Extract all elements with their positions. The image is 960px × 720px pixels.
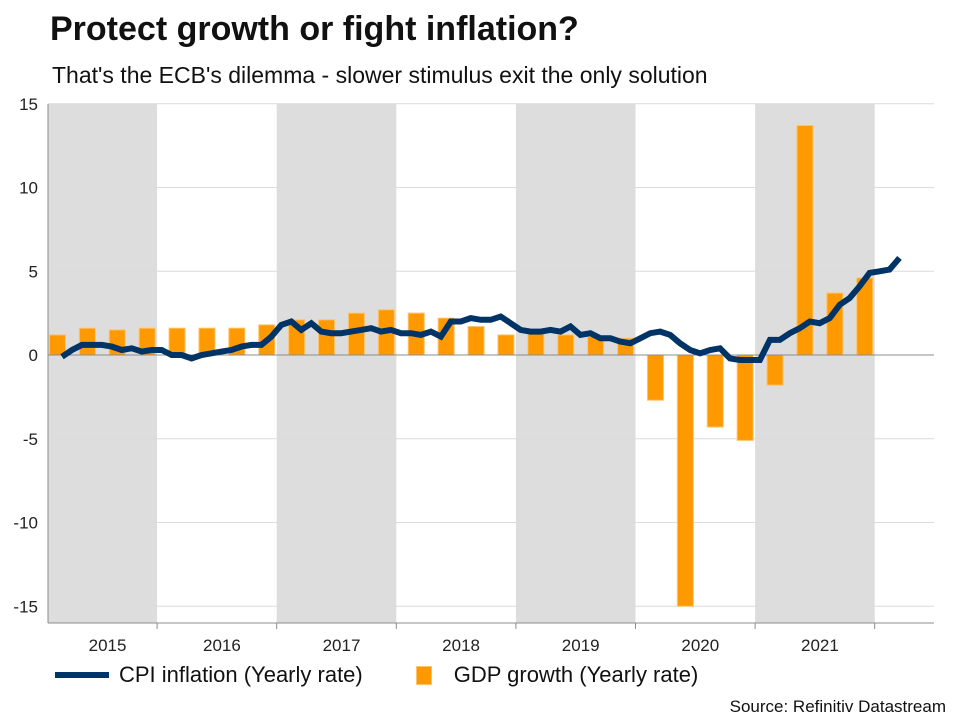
gdp-bar [736, 354, 754, 441]
gdp-bar [78, 327, 96, 356]
year-band-2017 [276, 104, 397, 623]
gdp-legend-swatch [415, 665, 432, 685]
cpi-line-group [60, 255, 902, 363]
gdp-bars [48, 125, 874, 607]
gdp-bar [676, 354, 694, 607]
gdp-bar [467, 326, 485, 356]
gdp-bar [497, 334, 515, 356]
gdp-bar [318, 319, 336, 356]
x-tick-label: 2018 [442, 636, 480, 655]
y-tick-label: 5 [29, 262, 38, 281]
cpi-line [60, 255, 902, 363]
gdp-bar [706, 354, 724, 428]
cpi-legend-label: CPI inflation (Yearly rate) [119, 662, 363, 687]
y-tick-label: 10 [19, 179, 38, 198]
x-tick-label: 2017 [323, 636, 361, 655]
y-tick-label: 15 [19, 95, 38, 114]
chart-subtitle: That's the ECB's dilemma - slower stimul… [52, 62, 708, 88]
year-band-2015 [48, 104, 158, 623]
gdp-bar [168, 327, 186, 356]
y-tick-label: -5 [23, 430, 38, 449]
y-tick-label: -15 [13, 597, 38, 616]
year-bands [48, 104, 875, 623]
legend: CPI inflation (Yearly rate) GDP growth (… [55, 662, 698, 688]
axes [47, 104, 934, 629]
y-tick-labels: 15 10 5 0 -5 -10 -15 [13, 95, 38, 617]
y-tick-label: -10 [13, 514, 38, 533]
x-tick-label: 2021 [801, 636, 839, 655]
year-band-2019 [515, 104, 636, 623]
x-tick-labels: 2015 2016 2017 2018 2019 2020 2021 [89, 636, 839, 655]
gdp-legend-label: GDP growth (Yearly rate) [453, 662, 699, 687]
y-tick-label: 0 [29, 346, 38, 365]
gdp-bar [557, 334, 575, 356]
gridlines [48, 103, 934, 607]
source-note: Source: Refinitiv Datastream [729, 697, 946, 716]
gdp-bar [766, 354, 784, 386]
chart-title: Protect growth or fight inflation? [50, 10, 579, 48]
x-tick-label: 2015 [89, 636, 127, 655]
gdp-bar [646, 354, 664, 401]
x-tick-label: 2020 [681, 636, 719, 655]
x-tick-label: 2016 [203, 636, 241, 655]
x-tick-label: 2019 [562, 636, 600, 655]
cpi-legend-swatch [55, 672, 109, 678]
gdp-bar [48, 334, 66, 356]
gdp-bar [527, 332, 545, 356]
